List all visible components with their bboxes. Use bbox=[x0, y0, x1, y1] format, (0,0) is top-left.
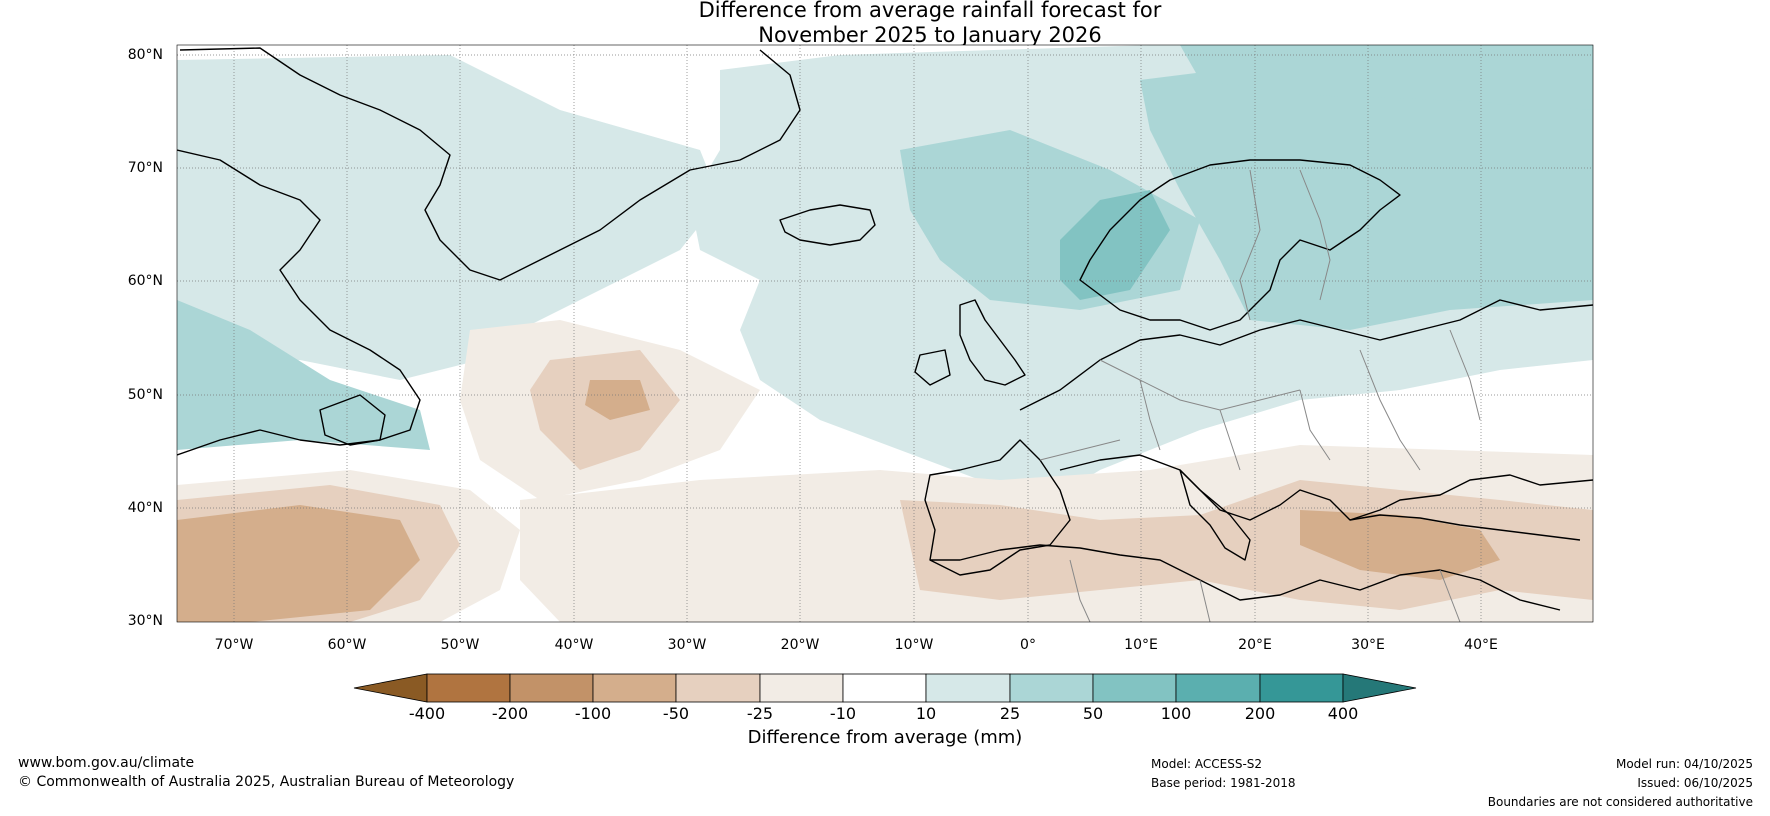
lon-label-0: 0° bbox=[1020, 637, 1036, 653]
colorbar-label: Difference from average (mm) bbox=[747, 727, 1023, 748]
colorbar-tick: 400 bbox=[1327, 704, 1359, 723]
colorbar-tick: -50 bbox=[662, 704, 690, 723]
colorbar-extend-high bbox=[1342, 673, 1417, 703]
coastlines bbox=[177, 47, 1593, 611]
colorbar-bin-3 bbox=[592, 673, 677, 703]
coastline-british-isles bbox=[914, 299, 1026, 386]
colorbar-tick: -400 bbox=[408, 704, 446, 723]
lon-label-70w: 70°W bbox=[214, 637, 254, 653]
colorbar-bin-1 bbox=[426, 673, 511, 703]
colorbar-tick: 100 bbox=[1160, 704, 1192, 723]
colorbar-tick: -200 bbox=[491, 704, 529, 723]
colorbar-extend-low bbox=[353, 673, 428, 703]
colorbar-bin-9 bbox=[1092, 673, 1177, 703]
dry-region-southwest-center bbox=[177, 505, 420, 622]
wet-region-labrador bbox=[177, 300, 430, 450]
colorbar-bin-7 bbox=[925, 673, 1011, 703]
colorbar-bin-8 bbox=[1009, 673, 1094, 703]
colorbar-tick: 25 bbox=[999, 704, 1021, 723]
dry-region-turkey bbox=[1300, 510, 1500, 580]
lon-label-30e: 30°E bbox=[1351, 637, 1385, 653]
dry-region-mediterranean bbox=[900, 480, 1593, 610]
colorbar-bin-4 bbox=[675, 673, 761, 703]
base-period: Base period: 1981-2018 bbox=[1151, 776, 1296, 790]
wet-region-north-atlantic bbox=[177, 55, 720, 380]
title-line-2: November 2025 to January 2026 bbox=[758, 23, 1102, 47]
coastline-greenland bbox=[179, 47, 801, 281]
colorbar-bin-2 bbox=[509, 673, 594, 703]
wet-region-norway-coast bbox=[1060, 190, 1170, 300]
coastline-turkey bbox=[1349, 514, 1581, 541]
wet-region-scandinavia bbox=[1140, 60, 1593, 330]
colorbar-bin-5 bbox=[759, 673, 844, 703]
lon-label-60w: 60°W bbox=[327, 637, 367, 653]
lat-label-70n: 70°N bbox=[127, 160, 163, 176]
lon-label-50w: 50°W bbox=[440, 637, 480, 653]
lon-label-20e: 20°E bbox=[1238, 637, 1272, 653]
coastline-baffin-labrador bbox=[177, 149, 421, 456]
coastline-north-africa bbox=[930, 544, 1561, 611]
boundaries-disclaimer: Boundaries are not considered authoritat… bbox=[1487, 795, 1753, 809]
coastline-europe-mainland bbox=[1019, 299, 1593, 411]
colorbar-tick: 50 bbox=[1082, 704, 1104, 723]
lon-label-10e: 10°E bbox=[1124, 637, 1158, 653]
model-run-date: Model run: 04/10/2025 bbox=[1615, 757, 1753, 771]
colorbar-bin-10 bbox=[1175, 673, 1261, 703]
lat-label-60n: 60°N bbox=[127, 273, 163, 289]
colorbar-bin-6 bbox=[842, 673, 927, 703]
lat-label-50n: 50°N bbox=[127, 387, 163, 403]
colorbar-bin-11 bbox=[1259, 673, 1344, 703]
lat-label-80n: 80°N bbox=[127, 47, 163, 63]
model-name: Model: ACCESS-S2 bbox=[1151, 757, 1263, 771]
dry-region-mid-atlantic-center bbox=[585, 380, 650, 420]
lat-label-30n: 30°N bbox=[127, 613, 163, 629]
lon-label-40e: 40°E bbox=[1464, 637, 1498, 653]
lon-label-40w: 40°W bbox=[554, 637, 594, 653]
coastline-iceland bbox=[779, 204, 876, 246]
colorbar-tick: -10 bbox=[829, 704, 857, 723]
map-frame bbox=[176, 44, 1594, 623]
coastline-mediterranean-north bbox=[1059, 454, 1593, 521]
issued-date: Issued: 06/10/2025 bbox=[1637, 776, 1753, 790]
website-link[interactable]: www.bom.gov.au/climate bbox=[18, 755, 195, 771]
lat-label-40n: 40°N bbox=[127, 500, 163, 516]
colorbar-tick: 200 bbox=[1244, 704, 1276, 723]
colorbar-tick: 10 bbox=[915, 704, 937, 723]
coastline-iberia bbox=[924, 439, 1071, 576]
map-title: Difference from average rainfall forecas… bbox=[0, 0, 1770, 48]
colorbar-tick: -100 bbox=[574, 704, 612, 723]
title-line-1: Difference from average rainfall forecas… bbox=[698, 0, 1162, 22]
anomaly-shading bbox=[177, 45, 1593, 622]
colorbar-tick: -25 bbox=[746, 704, 774, 723]
coastline-newfoundland bbox=[319, 394, 386, 446]
lon-label-30w: 30°W bbox=[667, 637, 707, 653]
lon-label-10w: 10°W bbox=[894, 637, 934, 653]
copyright-text: © Commonwealth of Australia 2025, Austra… bbox=[18, 774, 515, 790]
lon-label-20w: 20°W bbox=[780, 637, 820, 653]
coastline-italy bbox=[1179, 469, 1251, 561]
wet-region-barents bbox=[1180, 45, 1593, 110]
country-borders bbox=[1039, 169, 1481, 622]
coastline-scandinavia bbox=[1079, 159, 1401, 331]
